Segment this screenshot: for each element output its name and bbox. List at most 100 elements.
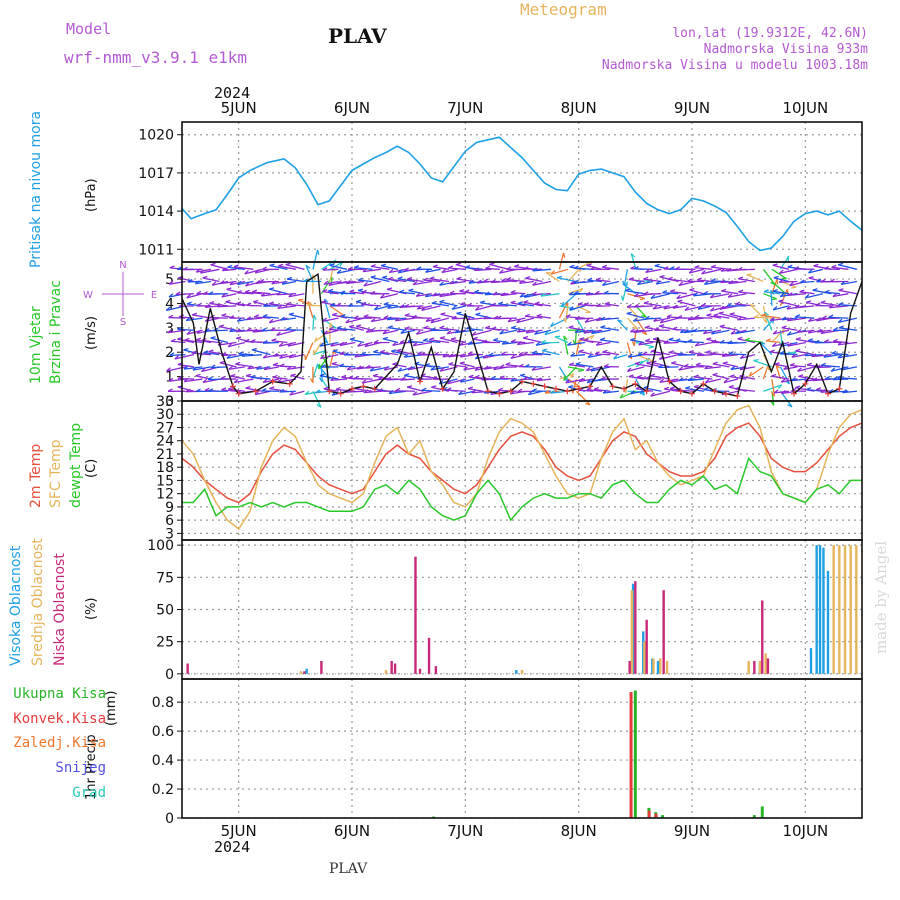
precip-bar-0-5 bbox=[752, 815, 756, 818]
wind-arrow bbox=[772, 341, 790, 348]
wind-arrow-head bbox=[750, 304, 756, 307]
wind-arrow-head bbox=[329, 322, 334, 328]
ytick-label-4-2: 0.4 bbox=[152, 753, 174, 769]
wind-arrow bbox=[781, 327, 798, 331]
wind-arrow bbox=[354, 266, 373, 270]
wind-arrow bbox=[687, 341, 704, 344]
wind-arrow bbox=[626, 305, 639, 318]
cloud-bar-2-9 bbox=[662, 590, 665, 674]
day-label-top-3: 8JUN bbox=[561, 99, 597, 117]
wind-arrow-head bbox=[373, 305, 379, 311]
wind-arrow bbox=[237, 292, 254, 295]
wind-arrow-head bbox=[380, 349, 386, 353]
wind-arrow-head bbox=[250, 338, 256, 343]
wind-arrow-head bbox=[641, 331, 647, 336]
wind-arrow bbox=[408, 289, 424, 295]
wind-arrow-head bbox=[737, 316, 742, 321]
wind-arrow bbox=[262, 315, 279, 319]
wind-arrow-head bbox=[820, 300, 826, 304]
wind-arrow-head bbox=[432, 264, 438, 268]
wind-arrow-head bbox=[328, 326, 334, 331]
wind-arrow bbox=[808, 268, 824, 274]
wind-arrow-head bbox=[735, 301, 741, 305]
wind-arrow-head bbox=[518, 351, 524, 356]
wind-arrow-head bbox=[183, 365, 189, 370]
wind-arrow bbox=[382, 338, 399, 344]
wind-arrow bbox=[721, 290, 739, 295]
wind-arrow-head bbox=[638, 341, 644, 346]
wind-arrow bbox=[279, 341, 297, 347]
wind-arrow-head bbox=[276, 291, 282, 296]
wind-arrow-head bbox=[815, 364, 821, 369]
wind-arrow bbox=[738, 278, 756, 283]
model-name: wrf-nmm_v3.9.1 e1km bbox=[64, 48, 248, 67]
wind-arrow bbox=[761, 314, 781, 319]
wind-arrow-head bbox=[837, 318, 843, 323]
wind-arrow bbox=[617, 319, 628, 331]
wind-arrow bbox=[643, 302, 662, 307]
day-label-top-5: 10JUN bbox=[782, 99, 828, 117]
cloud-bar-1-4 bbox=[643, 641, 646, 674]
wind-arrow-head bbox=[439, 299, 445, 303]
wind-arrow-head bbox=[653, 317, 658, 322]
ytick-label-0-0: 1011 bbox=[138, 242, 174, 258]
wind-arrow-head bbox=[493, 365, 498, 371]
wind-arrow bbox=[770, 317, 789, 322]
wind-arrow bbox=[264, 366, 280, 371]
wind-arrow-head bbox=[639, 391, 645, 395]
wind-arrow bbox=[272, 376, 288, 380]
cloud-bar-0-8 bbox=[809, 648, 813, 674]
wind-arrow bbox=[808, 277, 824, 283]
wind-arrow bbox=[730, 329, 747, 335]
wind-arrow-head bbox=[655, 280, 661, 285]
wind-arrow-head bbox=[483, 278, 489, 283]
wind-arrow-head bbox=[268, 318, 274, 324]
wind-arrow bbox=[829, 305, 849, 309]
wind-arrow-head bbox=[578, 377, 584, 382]
wind-arrow-head bbox=[439, 281, 444, 286]
wind-arrow-head bbox=[219, 324, 225, 328]
compass-s: S bbox=[120, 317, 126, 328]
wind-arrow-head bbox=[531, 350, 538, 354]
wind-arrow-head bbox=[499, 269, 504, 274]
wind-arrow bbox=[312, 349, 327, 356]
wind-arrow-head bbox=[748, 371, 753, 377]
wind-arrow bbox=[304, 342, 314, 361]
wind-arrow bbox=[650, 390, 671, 397]
wind-arrow-head bbox=[176, 266, 182, 270]
wind-arrow bbox=[290, 374, 305, 380]
wind-arrow-head bbox=[404, 303, 410, 308]
wind-arrow-head bbox=[773, 389, 779, 394]
wind-arrow bbox=[662, 292, 679, 295]
wind-arrow bbox=[569, 364, 585, 368]
wind-arrow bbox=[323, 298, 331, 319]
wind-arrow-head bbox=[506, 277, 512, 281]
wind-arrow-head bbox=[174, 355, 180, 360]
day-label-bottom-0: 5JUN bbox=[221, 822, 257, 840]
wind-arrow bbox=[680, 329, 696, 334]
wind-arrow-head bbox=[476, 279, 482, 284]
wind-arrow bbox=[578, 350, 594, 356]
wind-arrow bbox=[391, 350, 407, 356]
wind-arrow-head bbox=[229, 315, 235, 319]
wind-arrow bbox=[643, 293, 662, 295]
wind-arrow bbox=[347, 366, 365, 371]
wind-arrow-head bbox=[632, 317, 638, 322]
wind-arrow-head bbox=[430, 327, 436, 332]
wind-arrow-head bbox=[330, 342, 335, 347]
wind-arrow-head bbox=[169, 265, 175, 269]
wind-arrow-head bbox=[429, 276, 435, 280]
cloud-bar-1-0 bbox=[299, 671, 303, 674]
wind-arrow bbox=[771, 279, 778, 294]
temp-line-1 bbox=[181, 404, 863, 531]
wind-arrow-head bbox=[763, 289, 769, 293]
wind-arrow bbox=[838, 289, 858, 295]
wind-arrow bbox=[498, 303, 517, 307]
wind-arrow-head bbox=[569, 362, 575, 366]
wind-arrow bbox=[277, 305, 296, 310]
wind-arrow bbox=[678, 354, 696, 356]
wind-arrow-head bbox=[703, 329, 708, 335]
wind-arrow-head bbox=[815, 302, 821, 307]
wind-arrow-head bbox=[500, 292, 506, 297]
day-label-bottom-5: 10JUN bbox=[782, 822, 828, 840]
